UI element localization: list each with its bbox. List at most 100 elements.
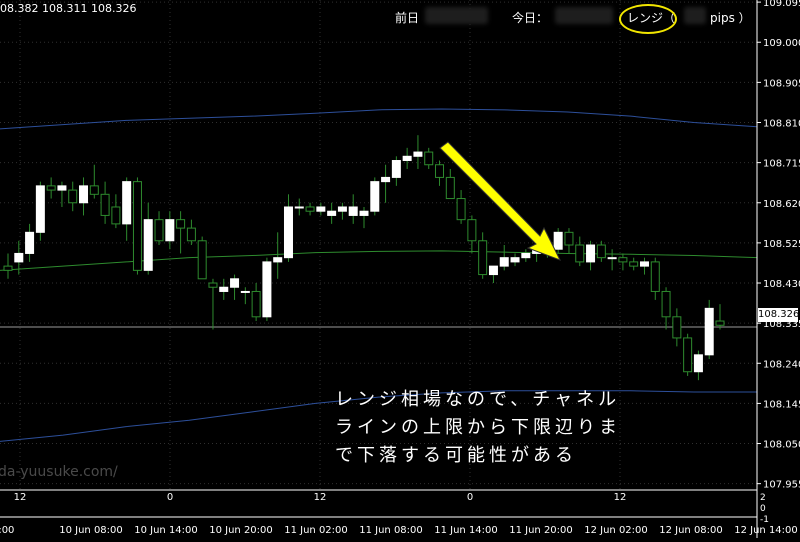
annotation-line-2: ラインの上限から下限辺りま <box>335 417 621 438</box>
candle-body <box>629 261 639 267</box>
candle-body <box>68 189 78 204</box>
candle-body <box>100 193 110 216</box>
candle-body <box>586 244 596 263</box>
time-tick-label: 10 Jun 08:00 <box>59 525 123 536</box>
y-tick-label: 108.430 <box>763 279 800 290</box>
time-tick-label: 10 Jun 14:00 <box>134 525 198 536</box>
candle-body <box>111 206 121 225</box>
candle-body <box>672 316 682 339</box>
range-highlight-ellipse <box>619 4 677 34</box>
candle-body <box>262 261 272 318</box>
candle-body <box>3 265 13 271</box>
y-tick-label: 108.335 <box>763 319 800 330</box>
y-tick-label: 108.620 <box>763 199 800 210</box>
candle-body <box>596 244 606 259</box>
candle-body <box>510 257 520 263</box>
candle-body <box>294 206 304 209</box>
redacted-today-value <box>555 7 613 24</box>
candles <box>3 135 725 381</box>
y-tick-label: 108.905 <box>763 78 800 89</box>
arrow-annotation <box>439 141 562 261</box>
candle-body <box>143 219 153 271</box>
candle-body <box>283 206 293 259</box>
candle-body <box>521 252 531 259</box>
time-tick-label: 11 Jun 02:00 <box>284 525 348 536</box>
candle-body <box>435 164 445 178</box>
y-tick-label: 109.095 <box>763 0 800 9</box>
candle-body <box>564 231 574 246</box>
time-tick-label: 12 Jun 08:00 <box>659 525 723 536</box>
candle-body <box>337 206 347 212</box>
hour-tick-label: 0 <box>167 492 173 503</box>
candle-body <box>251 290 261 318</box>
candle-body <box>165 219 175 242</box>
candle-body <box>186 227 196 242</box>
candle-body <box>273 257 283 263</box>
candle-body <box>402 155 412 162</box>
channel-bands <box>0 108 758 442</box>
candle-body <box>14 252 24 263</box>
y-tick-label: 108.050 <box>763 440 800 451</box>
annotation-line-3: で下落する可能性がある <box>335 445 577 466</box>
candle-body <box>122 181 132 225</box>
candle-body <box>499 257 509 267</box>
candle-body <box>381 176 391 183</box>
candle-body <box>35 185 45 233</box>
watermark: da-yuusuke.com/ <box>0 464 118 480</box>
y-tick-label: 108.525 <box>763 239 800 250</box>
candle-body <box>478 240 488 276</box>
redacted-range-value <box>684 7 706 24</box>
candle-body <box>208 282 218 288</box>
candle-body <box>89 185 99 195</box>
candle-body <box>693 354 703 373</box>
candle-body <box>715 320 725 326</box>
candle-body <box>79 185 89 204</box>
hour-tick-label: 0 <box>467 492 473 503</box>
annotation-line-1: レンジ相場なので、チャネル <box>335 389 621 410</box>
candle-body <box>154 219 164 242</box>
ohlc-readout: 08.382 108.311 108.326 <box>0 2 137 15</box>
candle-body <box>639 261 649 267</box>
hour-tick-label: 12 <box>314 492 327 503</box>
current-price-tag: 108.326 <box>758 308 800 322</box>
candle-body <box>46 185 56 191</box>
candle-body <box>305 206 315 212</box>
candle-body <box>359 210 369 216</box>
candle-body <box>219 286 229 292</box>
time-tick-label: 02:00 <box>0 525 14 536</box>
sub-axis-label: 0 <box>760 504 766 514</box>
hour-tick-label: 12 <box>614 492 627 503</box>
candle-body <box>661 290 671 318</box>
candle-body <box>370 181 380 212</box>
candle-body <box>650 261 660 292</box>
candle-body <box>240 290 250 293</box>
hour-tick-label: 12 <box>14 492 27 503</box>
candle-body <box>704 307 714 356</box>
time-tick-label: 11 Jun 14:00 <box>434 525 498 536</box>
candle-body <box>25 231 35 254</box>
candle-body <box>132 181 142 271</box>
candle-body <box>467 219 477 242</box>
time-tick-label: 12 Jun 02:00 <box>584 525 648 536</box>
candle-body <box>445 176 455 200</box>
time-tick-label: 11 Jun 20:00 <box>509 525 573 536</box>
candle-body <box>391 160 401 178</box>
candle-body <box>57 185 67 191</box>
upper-band-line <box>0 108 758 130</box>
candle-body <box>230 278 240 288</box>
sub-axis-label: -1 <box>760 515 769 525</box>
sub-axis-label: 2 <box>760 493 766 503</box>
lower-band-line <box>0 390 757 442</box>
candle-body <box>488 265 498 276</box>
candle-body <box>618 257 628 263</box>
middle-band-line <box>0 250 758 271</box>
candle-body <box>456 198 466 221</box>
candle-body <box>348 206 358 216</box>
prev-day-label: 前日 <box>395 11 420 25</box>
y-tick-label: 108.240 <box>763 359 800 370</box>
candle-body <box>316 206 326 212</box>
time-tick-label: 10 Jun 20:00 <box>209 525 273 536</box>
